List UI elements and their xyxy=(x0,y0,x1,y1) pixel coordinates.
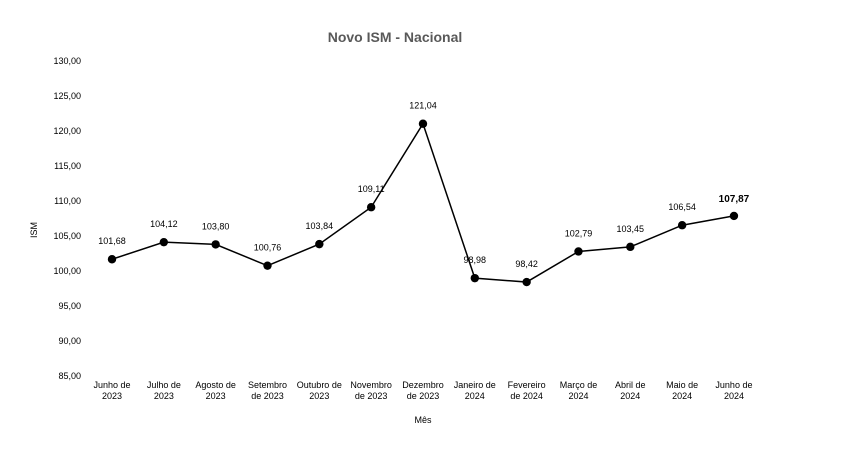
data-point xyxy=(626,242,635,252)
x-tick-label: Setembro de 2023 xyxy=(248,380,287,401)
x-tick-label: Agosto de 2023 xyxy=(195,380,236,401)
data-label: 98,98 xyxy=(464,255,487,265)
data-point xyxy=(263,261,272,270)
data-label: 103,45 xyxy=(617,224,645,234)
data-point xyxy=(159,237,169,247)
y-tick-label: 115,00 xyxy=(54,161,81,171)
x-tick-label: Dezembro de 2023 xyxy=(402,380,444,401)
data-label: 101,68 xyxy=(98,236,126,246)
data-label: 109,11 xyxy=(358,184,385,194)
data-label: 106,54 xyxy=(668,202,696,212)
data-label: 121,04 xyxy=(409,101,437,111)
x-tick-label: Janeiro de 2024 xyxy=(454,380,496,401)
data-label: 100,76 xyxy=(254,243,282,253)
data-label: 107,87 xyxy=(719,194,750,205)
data-point xyxy=(522,277,531,287)
y-axis-title: ISM xyxy=(29,222,39,238)
series-line xyxy=(111,121,735,283)
data-label: 103,80 xyxy=(202,221,230,231)
x-tick-label: Julho de 2023 xyxy=(147,380,181,401)
x-tick-label: Março de 2024 xyxy=(560,380,598,401)
y-tick-label: 100,00 xyxy=(53,266,81,276)
chart-title: Novo ISM - Nacional xyxy=(327,29,463,45)
series-group xyxy=(107,119,739,287)
data-point xyxy=(107,255,117,264)
data-labels: 101,68 104,12 103,80 100,76 103,84 109,11 121,… xyxy=(98,101,749,269)
y-tick-label: 130,00 xyxy=(53,56,81,66)
data-point xyxy=(418,119,428,128)
data-label: 104,12 xyxy=(150,219,178,229)
x-tick-label: Fevereiro de 2024 xyxy=(508,380,546,401)
x-tick-label: Novembro de 2023 xyxy=(350,380,392,401)
x-tick-label: Abril de 2024 xyxy=(615,380,646,401)
y-tick-label: 120,00 xyxy=(53,126,81,136)
data-point xyxy=(211,240,220,249)
x-axis-ticks: Junho de 2023 Julho de 2023 Agosto de 2023 Set… xyxy=(93,380,752,401)
data-point xyxy=(574,247,583,256)
y-axis-ticks: 85,00 90,00 95,00 100,00 105,00 110,00 115,00 1… xyxy=(53,56,81,381)
x-tick-label: Junho de 2023 xyxy=(93,380,130,401)
y-tick-label: 105,00 xyxy=(53,231,81,241)
y-tick-label: 90,00 xyxy=(58,336,81,346)
data-label: 103,84 xyxy=(306,221,334,231)
data-point xyxy=(366,203,376,212)
x-tick-label: Outubro de 2023 xyxy=(297,380,342,401)
y-tick-label: 125,00 xyxy=(53,91,81,101)
data-point xyxy=(470,273,480,283)
x-tick-label: Junho de 2024 xyxy=(715,380,752,401)
x-tick-label: Maio de 2024 xyxy=(666,380,698,401)
data-point xyxy=(677,221,687,230)
y-tick-label: 95,00 xyxy=(58,301,81,311)
x-axis-title: Mês xyxy=(414,415,432,425)
data-label: 102,79 xyxy=(565,228,593,238)
data-point xyxy=(315,239,324,249)
data-point xyxy=(729,211,739,221)
y-tick-label: 110,00 xyxy=(54,196,81,206)
y-tick-label: 85,00 xyxy=(58,371,81,381)
data-label: 98,42 xyxy=(515,259,538,269)
